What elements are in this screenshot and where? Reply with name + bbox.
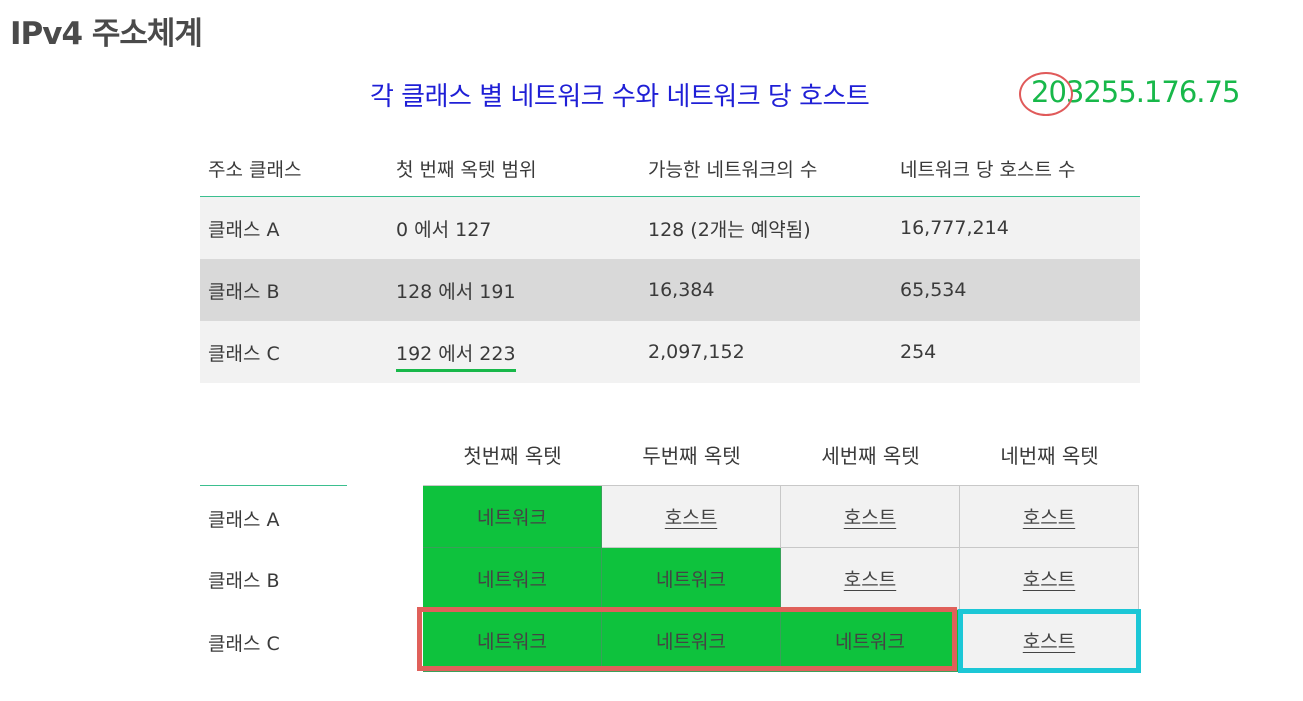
class-table-header: 주소 클래스 첫 번째 옥텟 범위 가능한 네트워크의 수 네트워크 당 호스트… [200, 140, 1140, 197]
cell-networks: 16,384 [648, 279, 715, 301]
cell-hosts: 16,777,214 [900, 217, 1009, 239]
ip-remaining-octets: 255.176.75 [1083, 75, 1240, 109]
octet-cell-network: 네트워크 [423, 486, 602, 548]
table-row: 클래스 C 192 에서 223 2,097,152 254 [200, 321, 1140, 383]
octet-cell-host: 호스트 [781, 486, 960, 548]
octet-cell-host: 호스트 [960, 486, 1139, 548]
page-title: IPv4 주소체계 [10, 16, 203, 52]
row-label-class-c: 클래스 C [208, 633, 280, 655]
header-address-class: 주소 클래스 [208, 158, 302, 181]
octet-grid: 네트워크 호스트 호스트 호스트 네트워크 네트워크 호스트 호스트 네트워크 … [423, 485, 1139, 672]
table-row: 클래스 A 0 에서 127 128 (2개는 예약됨) 16,777,214 [200, 197, 1140, 259]
octet-table-header: 첫번째 옥텟 두번째 옥텟 세번째 옥텟 네번째 옥텟 [423, 440, 1139, 469]
octet-cell-network: 네트워크 [423, 548, 602, 610]
header-octet-2: 두번째 옥텟 [642, 444, 741, 468]
table-row: 클래스 B 128 에서 191 16,384 65,534 [200, 259, 1140, 321]
octet-cell-host: 호스트 [602, 486, 781, 548]
header-first-octet-range: 첫 번째 옥텟 범위 [396, 158, 537, 181]
header-hosts-per-network: 네트워크 당 호스트 수 [900, 158, 1076, 181]
underlined-range: 192 에서 223 [396, 342, 516, 372]
octet-cell-host: 호스트 [960, 610, 1139, 672]
octet-cell-network: 네트워크 [602, 610, 781, 672]
header-network-count: 가능한 네트워크의 수 [648, 158, 818, 181]
first-octet-circle-highlight [1019, 72, 1073, 116]
octet-cell-host: 호스트 [960, 548, 1139, 610]
cell-range: 192 에서 223 [396, 339, 648, 372]
cell-class: 클래스 B [208, 280, 280, 303]
cell-hosts: 65,534 [900, 279, 967, 301]
octet-cell-network: 네트워크 [781, 610, 960, 672]
cell-range: 128 에서 191 [396, 280, 516, 303]
header-octet-1: 첫번째 옥텟 [463, 444, 562, 468]
row-label-class-a: 클래스 A [208, 509, 280, 531]
cell-hosts: 254 [900, 341, 937, 363]
slide-subtitle: 각 클래스 별 네트워크 수와 네트워크 당 호스트 [370, 82, 870, 112]
cell-networks: 128 (2개는 예약됨) [648, 218, 811, 241]
row-label-class-b: 클래스 B [208, 570, 280, 592]
cell-networks: 2,097,152 [648, 341, 745, 363]
class-table: 주소 클래스 첫 번째 옥텟 범위 가능한 네트워크의 수 네트워크 당 호스트… [200, 140, 1140, 383]
header-octet-4: 네번째 옥텟 [1000, 444, 1099, 468]
octet-cell-host: 호스트 [781, 548, 960, 610]
cell-class: 클래스 C [208, 342, 280, 365]
octet-cell-network: 네트워크 [602, 548, 781, 610]
divider [200, 485, 347, 486]
cell-range: 0 에서 127 [396, 218, 492, 241]
cell-class: 클래스 A [208, 218, 280, 241]
header-octet-3: 세번째 옥텟 [821, 444, 920, 468]
octet-cell-network: 네트워크 [423, 610, 602, 672]
